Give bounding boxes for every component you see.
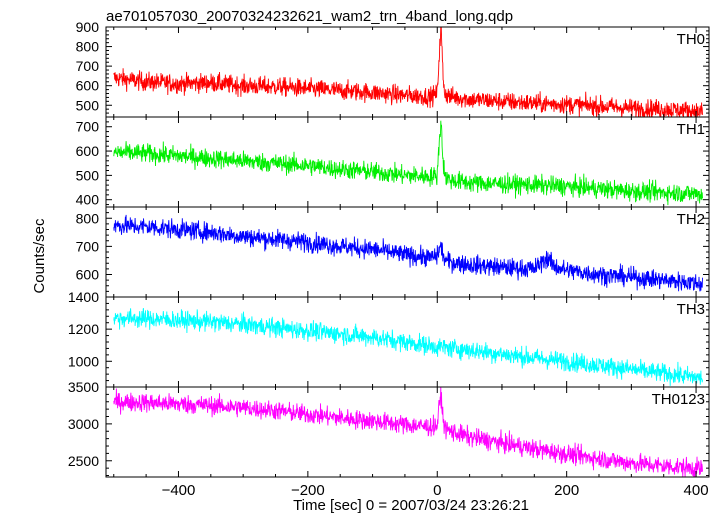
x-tick-label: 0 <box>433 482 441 499</box>
series-line-th1 <box>113 120 703 206</box>
series-line-th3 <box>113 308 703 386</box>
x-tick-label: 400 <box>684 482 709 499</box>
y-tick-label: 600 <box>76 267 100 283</box>
x-tick-label: −400 <box>162 482 196 499</box>
y-tick-label: 800 <box>76 39 100 55</box>
panel-label-th1: TH1 <box>677 121 705 138</box>
y-tick-label: 3500 <box>68 379 99 395</box>
panel-th2: 600 700 800 TH2 <box>76 206 710 298</box>
y-tick-label: 1400 <box>68 289 99 305</box>
y-tick-label: 1000 <box>68 353 99 369</box>
panel-th0123: 2500 3000 3500 TH0123 <box>68 379 710 478</box>
y-tick-label: 2500 <box>68 453 99 469</box>
x-tick-labels: −400 −200 0 200 400 <box>162 482 709 499</box>
y-tick-label: 3000 <box>68 416 99 432</box>
y-tick-label: 700 <box>76 119 100 135</box>
panel-label-th3: TH3 <box>677 301 705 318</box>
panel-frame <box>105 26 710 118</box>
x-tick-label: 200 <box>554 482 579 499</box>
y-tick-label: 800 <box>76 210 100 226</box>
panel-th1: 400 500 600 700 TH1 <box>76 116 710 208</box>
series-line-th0 <box>113 27 703 117</box>
y-axis-label: Counts/sec <box>31 218 48 294</box>
series-line-th0123 <box>113 387 703 477</box>
panel-th0: 500 600 700 800 900 TH0 <box>76 19 710 118</box>
panel-label-th0123: TH0123 <box>652 391 705 408</box>
y-tick-label: 600 <box>76 78 100 94</box>
panel-label-th2: TH2 <box>677 211 705 228</box>
y-tick-label: 500 <box>76 167 100 183</box>
chart-title: ae701057030_20070324232621_wam2_trn_4ban… <box>106 8 513 25</box>
x-axis-label: Time [sec] 0 = 2007/03/24 23:26:21 <box>293 497 529 514</box>
panel-label-th0: TH0 <box>677 31 705 48</box>
x-tick-label: −200 <box>291 482 325 499</box>
y-tick-label: 500 <box>76 97 100 113</box>
y-tick-label: 600 <box>76 143 100 159</box>
panels: 500 600 700 800 900 TH0 400 500 600 700 TH1 600 700 8… <box>68 19 710 478</box>
y-tick-label: 700 <box>76 58 100 74</box>
panel-frame <box>105 386 710 478</box>
y-tick-label: 700 <box>76 238 100 254</box>
y-tick-label: 900 <box>76 19 100 35</box>
series-line-th2 <box>113 214 703 292</box>
panel-th3: 1000 1200 1400 TH3 <box>68 289 710 388</box>
y-tick-label: 1200 <box>68 321 99 337</box>
y-tick-label: 400 <box>76 192 100 208</box>
